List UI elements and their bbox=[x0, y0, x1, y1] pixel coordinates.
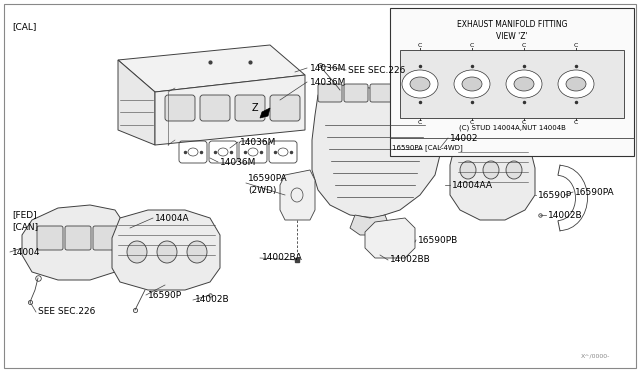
Text: C: C bbox=[574, 120, 578, 125]
FancyBboxPatch shape bbox=[200, 95, 230, 121]
Ellipse shape bbox=[187, 241, 207, 263]
FancyBboxPatch shape bbox=[318, 84, 342, 102]
Ellipse shape bbox=[483, 161, 499, 179]
Text: C: C bbox=[522, 120, 526, 125]
Text: 14036M: 14036M bbox=[240, 138, 276, 147]
Text: SEE SEC.226: SEE SEC.226 bbox=[38, 308, 95, 317]
Text: 14002B: 14002B bbox=[195, 295, 230, 305]
Bar bbox=[390, 8, 634, 156]
Polygon shape bbox=[365, 218, 415, 258]
Ellipse shape bbox=[410, 77, 430, 91]
Text: C: C bbox=[574, 43, 578, 48]
FancyBboxPatch shape bbox=[235, 95, 265, 121]
Ellipse shape bbox=[506, 161, 522, 179]
FancyBboxPatch shape bbox=[93, 226, 119, 250]
FancyBboxPatch shape bbox=[370, 84, 394, 102]
Text: 14004A: 14004A bbox=[155, 214, 189, 222]
FancyBboxPatch shape bbox=[65, 226, 91, 250]
Text: 14002BA: 14002BA bbox=[262, 253, 303, 263]
Ellipse shape bbox=[462, 77, 482, 91]
Text: 14002: 14002 bbox=[450, 134, 479, 142]
Ellipse shape bbox=[566, 77, 586, 91]
Text: X^/0000-: X^/0000- bbox=[580, 353, 610, 358]
Text: 16590P: 16590P bbox=[538, 190, 572, 199]
FancyBboxPatch shape bbox=[165, 95, 195, 121]
Ellipse shape bbox=[127, 241, 147, 263]
Text: 14036M: 14036M bbox=[310, 64, 346, 73]
FancyBboxPatch shape bbox=[37, 226, 63, 250]
FancyBboxPatch shape bbox=[396, 84, 420, 102]
Polygon shape bbox=[260, 108, 270, 118]
Text: 14004: 14004 bbox=[12, 247, 40, 257]
Polygon shape bbox=[118, 45, 305, 92]
Polygon shape bbox=[350, 215, 390, 235]
Text: [FED]: [FED] bbox=[12, 210, 36, 219]
Text: VIEW 'Z': VIEW 'Z' bbox=[496, 32, 528, 41]
Text: 14036M: 14036M bbox=[220, 157, 257, 167]
Text: C: C bbox=[418, 120, 422, 125]
Text: [CAL]: [CAL] bbox=[12, 22, 36, 31]
Text: 16590PA [CAL-4WD]: 16590PA [CAL-4WD] bbox=[392, 145, 463, 151]
Polygon shape bbox=[312, 85, 440, 218]
Text: Z: Z bbox=[252, 103, 259, 113]
Text: EXHAUST MANIFOLD FITTING: EXHAUST MANIFOLD FITTING bbox=[457, 19, 567, 29]
Polygon shape bbox=[155, 75, 305, 145]
FancyBboxPatch shape bbox=[344, 84, 368, 102]
Text: C: C bbox=[522, 43, 526, 48]
Text: 14004AA: 14004AA bbox=[452, 180, 493, 189]
Text: C: C bbox=[470, 120, 474, 125]
FancyBboxPatch shape bbox=[270, 95, 300, 121]
Polygon shape bbox=[118, 60, 155, 145]
Polygon shape bbox=[280, 170, 315, 220]
Ellipse shape bbox=[514, 77, 534, 91]
Text: 14002BB: 14002BB bbox=[390, 256, 431, 264]
Text: (C) STUD 14004A,NUT 14004B: (C) STUD 14004A,NUT 14004B bbox=[459, 125, 565, 131]
Polygon shape bbox=[450, 135, 535, 220]
Text: (2WD): (2WD) bbox=[248, 186, 276, 195]
Polygon shape bbox=[112, 210, 220, 290]
Ellipse shape bbox=[558, 70, 594, 98]
Text: 14036M: 14036M bbox=[310, 77, 346, 87]
Ellipse shape bbox=[402, 70, 438, 98]
Ellipse shape bbox=[157, 241, 177, 263]
Text: SEE SEC.226: SEE SEC.226 bbox=[348, 65, 405, 74]
Ellipse shape bbox=[454, 70, 490, 98]
Text: 16590PA: 16590PA bbox=[248, 173, 287, 183]
Text: 16590P: 16590P bbox=[148, 291, 182, 299]
Text: C: C bbox=[470, 43, 474, 48]
Text: [CAN]: [CAN] bbox=[12, 222, 38, 231]
Text: 16590PB: 16590PB bbox=[418, 235, 458, 244]
Text: 14002B: 14002B bbox=[548, 211, 582, 219]
Text: 16590PA: 16590PA bbox=[575, 187, 614, 196]
Polygon shape bbox=[22, 205, 125, 280]
Ellipse shape bbox=[506, 70, 542, 98]
Bar bbox=[400, 50, 624, 118]
Text: C: C bbox=[418, 43, 422, 48]
Ellipse shape bbox=[460, 161, 476, 179]
